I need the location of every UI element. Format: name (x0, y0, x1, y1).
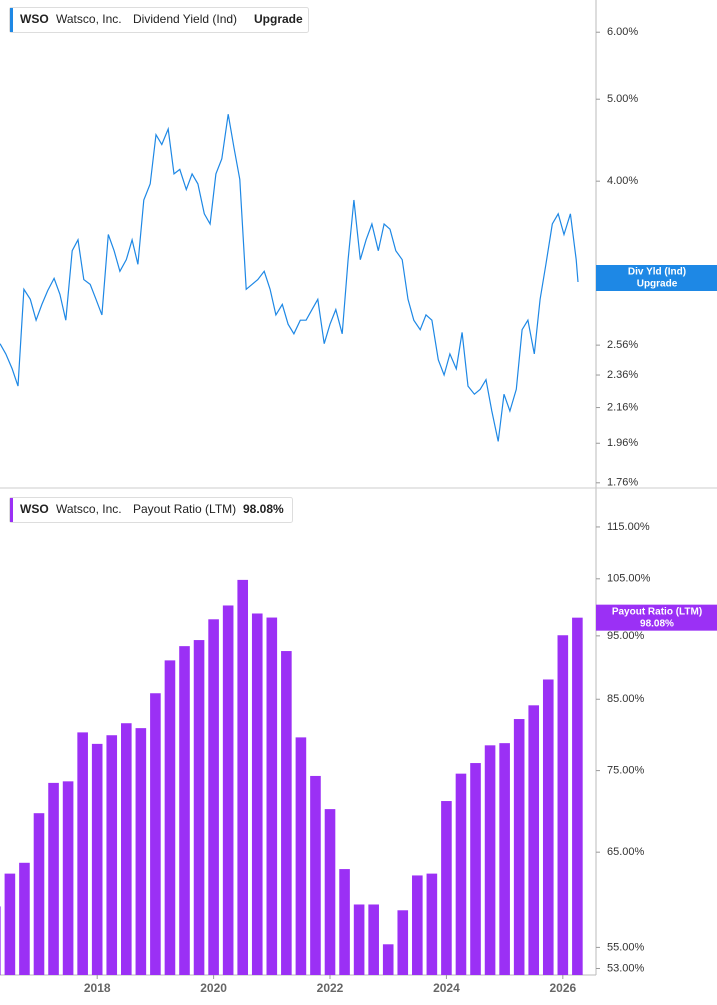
bar (222, 605, 234, 975)
y-tick-label: 2.56% (607, 339, 638, 351)
bar (339, 869, 350, 975)
bar (441, 801, 452, 975)
axis-tag-title: Div Yld (Ind) (628, 267, 686, 278)
bar (324, 809, 336, 975)
x-tick-label: 2026 (549, 981, 576, 995)
y-tick-label: 55.00% (607, 941, 645, 953)
bar (121, 723, 132, 975)
bar (368, 904, 379, 975)
bar (455, 773, 467, 975)
bar (470, 763, 481, 975)
legend-ticker: WSO (20, 12, 49, 26)
x-tick-label: 2022 (317, 981, 344, 995)
bar (572, 617, 583, 975)
legend-series: Dividend Yield (Ind) (133, 12, 237, 26)
y-tick-label: 1.96% (607, 437, 638, 449)
axis-tag-title: Payout Ratio (LTM) (612, 606, 702, 617)
bar (412, 875, 423, 975)
y-tick-label: 1.76% (607, 477, 638, 489)
axis-tag (596, 604, 717, 631)
bar (251, 613, 263, 975)
legend-swatch (10, 498, 13, 522)
legend-company: Watsco, Inc. (56, 12, 122, 26)
y-tick-label: 95.00% (607, 630, 645, 642)
legend-box (9, 497, 293, 523)
bar (91, 743, 103, 975)
x-tick-label: 2024 (433, 981, 460, 995)
y-tick-label: 85.00% (607, 693, 645, 705)
bar (179, 646, 190, 975)
bar (106, 735, 118, 975)
y-tick-label: 105.00% (607, 573, 651, 585)
y-tick-label: 65.00% (607, 846, 645, 858)
y-tick-label: 6.00% (607, 26, 638, 38)
axis-tag (596, 265, 717, 291)
bar (557, 635, 569, 975)
bar (266, 617, 278, 975)
y-tick-label: 115.00% (607, 521, 650, 533)
legend-swatch (10, 8, 13, 32)
bar (397, 910, 409, 975)
bar (513, 719, 525, 975)
y-tick-label: 75.00% (607, 765, 645, 777)
bar (4, 873, 16, 975)
bar (310, 775, 321, 975)
data-line (0, 114, 579, 442)
bar (150, 693, 161, 975)
bar (499, 743, 510, 975)
bar (484, 745, 496, 975)
x-tick-label: 2018 (84, 981, 111, 995)
bar (542, 679, 554, 975)
bar (0, 906, 1, 975)
bar (353, 904, 365, 975)
legend-company: Watsco, Inc. (56, 502, 122, 516)
y-tick-label: 2.16% (607, 401, 638, 413)
y-tick-label: 4.00% (607, 175, 638, 187)
bar (193, 640, 205, 975)
bar (62, 781, 74, 975)
legend-box (9, 7, 309, 33)
legend-ticker: WSO (20, 502, 49, 516)
bar (382, 944, 394, 975)
bar (528, 705, 540, 975)
y-tick-label: 5.00% (607, 93, 638, 105)
legend-value: Upgrade (254, 12, 303, 26)
bar (135, 728, 147, 975)
legend-series: Payout Ratio (LTM) (133, 502, 236, 516)
y-tick-label: 53.00% (607, 962, 645, 974)
axis-tag-value: 98.08% (640, 618, 674, 629)
bar (33, 813, 45, 975)
y-tick-label: 2.36% (607, 369, 638, 381)
bar (48, 782, 59, 975)
bar (208, 619, 219, 975)
bar (281, 651, 292, 975)
bar (295, 737, 307, 975)
bar (237, 579, 249, 975)
bar (19, 862, 30, 975)
plot-area (0, 579, 583, 975)
x-tick-label: 2020 (200, 981, 227, 995)
legend-value: 98.08% (243, 502, 284, 516)
bar (77, 732, 88, 975)
axis-tag-value: Upgrade (637, 279, 678, 290)
plot-area (0, 114, 579, 442)
bar (426, 873, 438, 975)
bar (164, 660, 176, 975)
